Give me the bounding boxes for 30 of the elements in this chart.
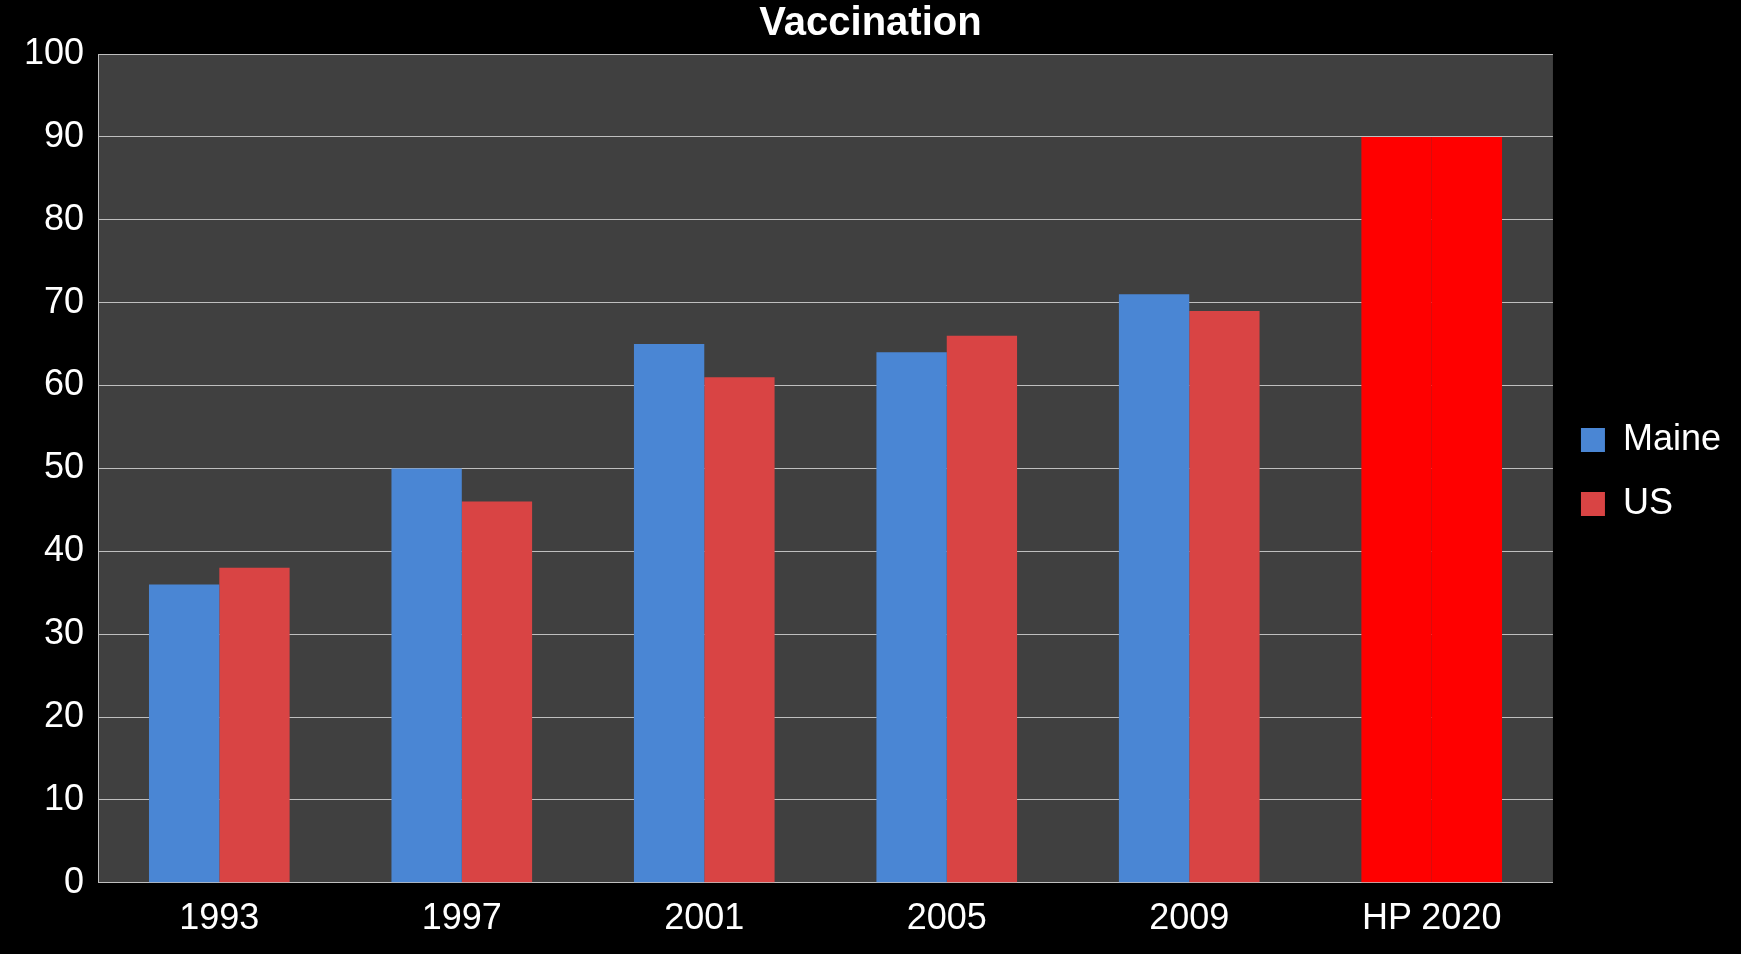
y-tick-label: 50 [44, 445, 85, 487]
y-tick-label: 100 [23, 30, 85, 72]
bar [1189, 310, 1260, 883]
bar [946, 335, 1018, 883]
x-tick-label: 1993 [179, 896, 260, 938]
x-tick-label: 2001 [664, 896, 745, 938]
legend-label: Maine [1622, 416, 1722, 458]
bar [391, 468, 462, 883]
y-tick-label: 20 [44, 693, 85, 735]
y-tick-label: 10 [44, 776, 85, 818]
y-tick-label: 70 [44, 279, 85, 321]
y-tick-label: 90 [44, 113, 85, 155]
bar [148, 584, 220, 883]
bar [219, 567, 290, 883]
y-tick-label: 30 [44, 611, 85, 653]
y-tick-label: 40 [44, 528, 85, 570]
bar [1118, 294, 1190, 883]
x-tick-label: 2005 [906, 896, 987, 938]
chart-title: Vaccination [759, 0, 982, 44]
bar [704, 377, 775, 883]
y-tick-label: 80 [44, 196, 85, 238]
y-tick-label: 0 [64, 859, 85, 901]
y-tick-label: 60 [44, 362, 85, 404]
legend-label: US [1622, 480, 1673, 522]
x-tick-label: 1997 [421, 896, 502, 938]
bar [876, 352, 947, 883]
x-tick-label: 2009 [1149, 896, 1230, 938]
x-tick-label: HP 2020 [1361, 896, 1502, 938]
bar [633, 344, 705, 883]
bar [461, 501, 533, 883]
